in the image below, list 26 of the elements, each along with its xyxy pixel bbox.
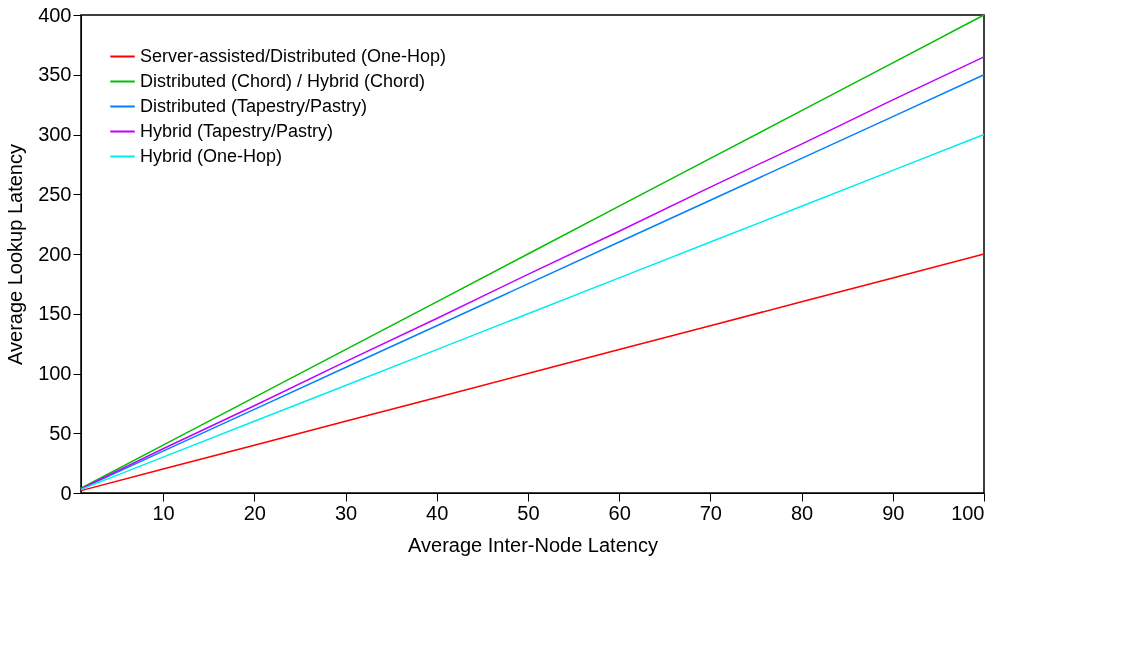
y-tick-label: 50 xyxy=(49,421,72,444)
y-tick-label: 300 xyxy=(38,123,72,145)
y-tick-label: 0 xyxy=(60,481,72,504)
x-tick-label: 10 xyxy=(152,501,175,524)
legend-label: Hybrid (One-Hop) xyxy=(140,145,283,166)
y-tick-label: 250 xyxy=(38,182,72,205)
y-tick-label: 350 xyxy=(38,63,72,86)
x-tick-label: 30 xyxy=(334,501,358,524)
x-tick-label: 80 xyxy=(790,501,814,524)
x-tick-label: 50 xyxy=(517,501,540,524)
y-axis-title: Average Lookup Latency xyxy=(4,144,27,365)
y-tick-label: 400 xyxy=(38,3,72,26)
x-tick-label: 60 xyxy=(608,501,631,524)
y-tick-label: 200 xyxy=(38,242,72,265)
x-tick-label: 90 xyxy=(882,501,905,524)
x-axis-title: Average Inter-Node Latency xyxy=(408,533,658,556)
legend-label: Distributed (Tapestry/Pastry) xyxy=(140,95,368,116)
legend-label: Distributed (Chord) / Hybrid (Chord) xyxy=(140,70,426,91)
legend-label: Server-assisted/Distributed (One-Hop) xyxy=(140,45,447,66)
legend-label: Hybrid (Tapestry/Pastry) xyxy=(140,120,334,141)
x-tick-label: 20 xyxy=(243,501,266,524)
x-tick-label: 100 xyxy=(951,501,985,524)
y-tick-label: 150 xyxy=(38,302,72,325)
x-tick-label: 40 xyxy=(426,501,449,524)
y-tick-label: 100 xyxy=(38,362,72,384)
x-tick-label: 70 xyxy=(699,501,722,524)
